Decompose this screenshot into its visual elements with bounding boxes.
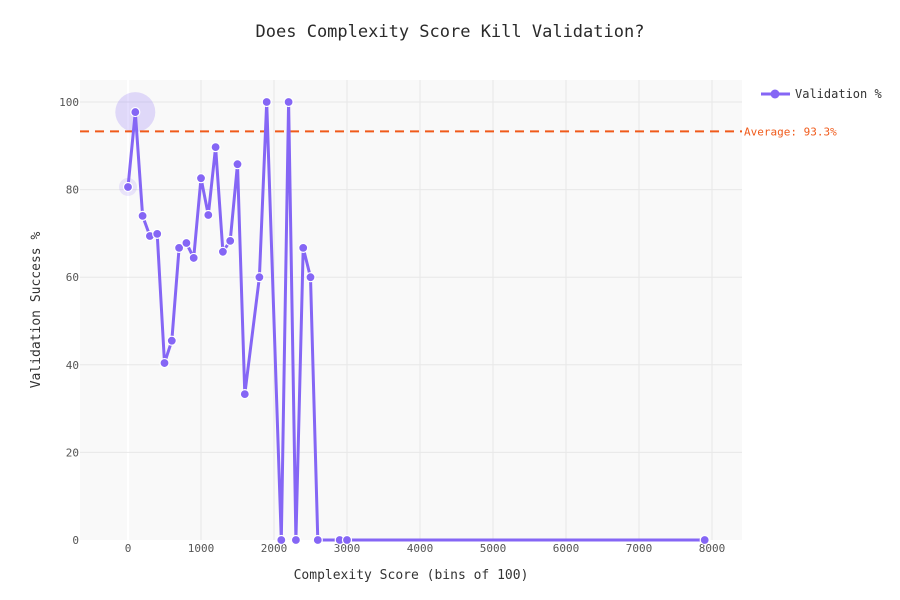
average-label: Average: 93.3% bbox=[744, 125, 837, 138]
legend-marker-icon bbox=[770, 89, 780, 99]
data-point[interactable] bbox=[276, 534, 287, 546]
x-axis-label: Complexity Score (bins of 100) bbox=[294, 568, 529, 583]
data-point[interactable] bbox=[298, 242, 309, 253]
data-point[interactable] bbox=[217, 246, 228, 257]
x-tick-label: 0 bbox=[125, 542, 132, 555]
data-point[interactable] bbox=[290, 534, 301, 546]
data-point[interactable] bbox=[312, 534, 323, 546]
chart-title: Does Complexity Score Kill Validation? bbox=[255, 22, 645, 42]
y-tick-label: 40 bbox=[66, 359, 79, 372]
data-point[interactable] bbox=[195, 173, 207, 184]
x-axis-ticks: 0 1000 2000 3000 4000 5000 6000 7000 8000 bbox=[125, 542, 726, 555]
legend-label: Validation % bbox=[795, 87, 882, 101]
data-point[interactable] bbox=[239, 389, 250, 400]
data-point[interactable] bbox=[305, 272, 316, 283]
validation-series-line bbox=[126, 100, 705, 542]
data-point[interactable] bbox=[166, 335, 177, 346]
data-point[interactable] bbox=[122, 181, 134, 193]
data-point[interactable] bbox=[188, 252, 199, 264]
x-tick-label: 1000 bbox=[188, 542, 215, 555]
data-point[interactable] bbox=[225, 235, 236, 246]
x-tick-label: 5000 bbox=[480, 542, 507, 555]
legend[interactable]: Validation % bbox=[761, 87, 882, 101]
x-tick-label: 6000 bbox=[553, 542, 580, 555]
data-point[interactable] bbox=[137, 210, 148, 221]
data-point[interactable] bbox=[152, 228, 163, 239]
x-tick-label: 8000 bbox=[699, 542, 726, 555]
y-tick-label: 100 bbox=[59, 96, 79, 109]
data-point[interactable] bbox=[254, 272, 265, 283]
data-point[interactable] bbox=[261, 96, 272, 108]
data-point[interactable] bbox=[159, 357, 170, 369]
y-axis-label: Validation Success % bbox=[29, 232, 44, 389]
y-tick-label: 20 bbox=[66, 446, 79, 459]
data-point[interactable] bbox=[699, 534, 710, 546]
data-point[interactable] bbox=[341, 534, 353, 546]
grid-lines bbox=[80, 80, 742, 540]
y-tick-label: 0 bbox=[72, 534, 79, 547]
data-point[interactable] bbox=[210, 142, 221, 153]
y-tick-label: 60 bbox=[66, 271, 79, 284]
data-point[interactable] bbox=[130, 106, 141, 118]
data-point[interactable] bbox=[283, 96, 294, 108]
data-point[interactable] bbox=[203, 209, 214, 221]
y-axis-ticks: 0 20 40 60 80 100 bbox=[59, 96, 79, 547]
data-point[interactable] bbox=[232, 159, 243, 170]
x-tick-label: 3000 bbox=[334, 542, 361, 555]
data-point[interactable] bbox=[181, 237, 192, 249]
x-tick-label: 2000 bbox=[261, 542, 288, 555]
data-points bbox=[122, 96, 710, 546]
x-tick-label: 7000 bbox=[626, 542, 653, 555]
y-tick-label: 80 bbox=[66, 184, 79, 197]
data-point[interactable] bbox=[174, 242, 185, 253]
x-tick-label: 4000 bbox=[407, 542, 434, 555]
plot-area bbox=[80, 80, 742, 540]
